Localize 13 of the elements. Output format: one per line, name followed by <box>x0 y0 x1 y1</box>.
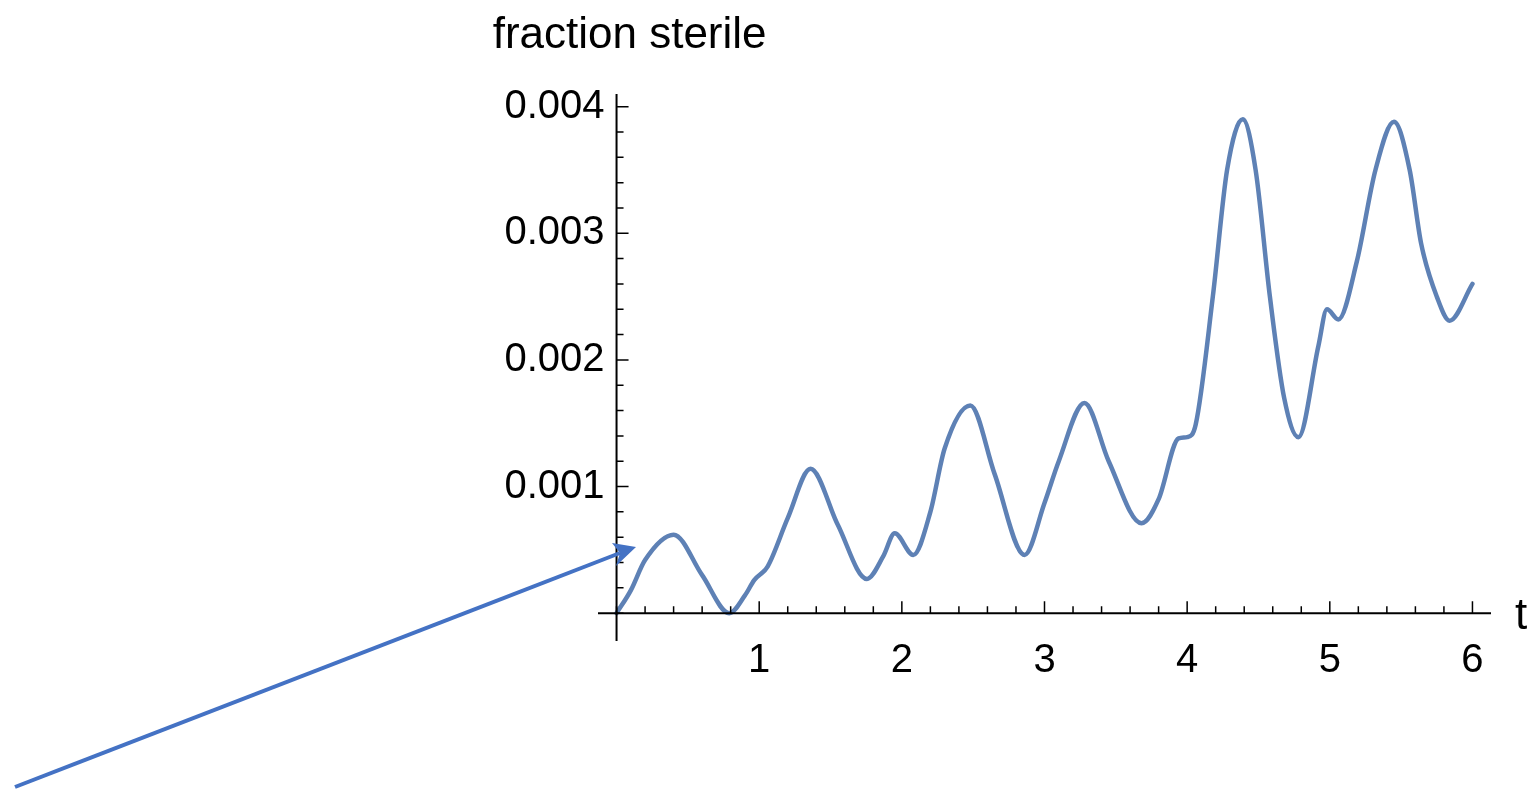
y-tick-label: 0.002 <box>504 334 605 379</box>
x-axis-title: t <box>1515 589 1528 639</box>
x-tick-label: 3 <box>1033 636 1056 681</box>
y-tick-label: 0.001 <box>504 461 605 506</box>
line-series <box>614 117 1475 616</box>
x-tick-label: 2 <box>890 636 913 681</box>
y-tick-label: 0.004 <box>504 81 605 126</box>
x-tick-label: 5 <box>1318 636 1341 681</box>
y-axis-title: fraction sterile <box>492 8 767 58</box>
x-tick-label: 4 <box>1176 636 1199 681</box>
x-tick-label: 1 <box>748 636 771 681</box>
y-tick-label: 0.003 <box>504 208 605 253</box>
x-tick-label: 6 <box>1461 636 1484 681</box>
